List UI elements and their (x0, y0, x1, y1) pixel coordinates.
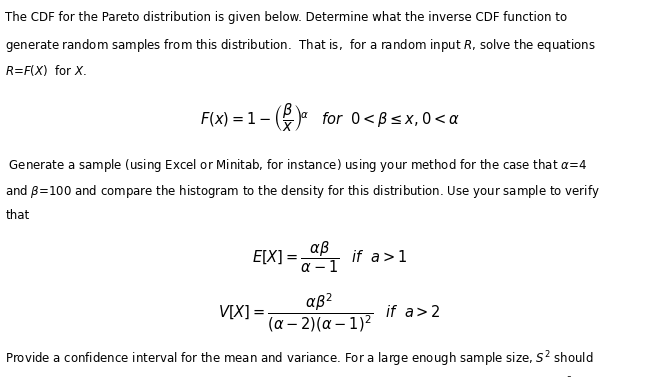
Text: $\mathit{R}$=$\mathit{F(X)}$  for $\mathit{X}$.: $\mathit{R}$=$\mathit{F(X)}$ for $\mathi… (5, 63, 87, 78)
Text: $F(x) = 1 - \left(\dfrac{\beta}{x}\right)^{\!\alpha}\;$  $\mathit{for}$  $0 < \b: $F(x) = 1 - \left(\dfrac{\beta}{x}\right… (200, 101, 459, 133)
Text: that: that (5, 209, 30, 222)
Text: generate random samples from this distribution.  That is,  for a random input $\: generate random samples from this distri… (5, 37, 596, 54)
Text: $V[X] = \dfrac{\alpha\beta^2}{(\alpha - 2)(\alpha - 1)^2}\;\;$ $\mathit{if}$  $a: $V[X] = \dfrac{\alpha\beta^2}{(\alpha - … (218, 291, 441, 334)
Text: The CDF for the Pareto distribution is given below. Determine what the inverse C: The CDF for the Pareto distribution is g… (5, 11, 567, 24)
Text: Generate a sample (using Excel or Minitab, for instance) using your method for t: Generate a sample (using Excel or Minita… (5, 158, 587, 175)
Text: be approximately normal in distribution, owing to the Central Limit Theorem. The: be approximately normal in distribution,… (5, 375, 587, 377)
Text: and $\beta$=100 and compare the histogram to the density for this distribution. : and $\beta$=100 and compare the histogra… (5, 183, 600, 200)
Text: Provide a confidence interval for the mean and variance. For a large enough samp: Provide a confidence interval for the me… (5, 350, 594, 369)
Text: $E[X] = \dfrac{\alpha\beta}{\alpha - 1}\;\;$ $\mathit{if}$  $a > 1$: $E[X] = \dfrac{\alpha\beta}{\alpha - 1}\… (252, 239, 407, 275)
